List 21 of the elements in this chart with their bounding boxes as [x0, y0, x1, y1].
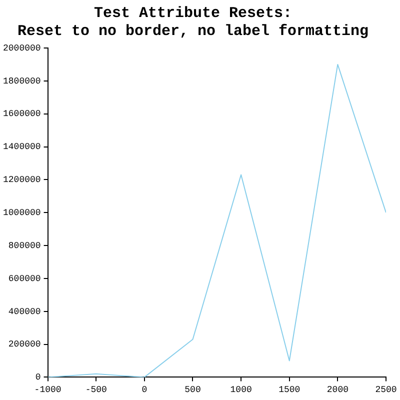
x-tick-label: 500 [184, 384, 201, 395]
x-tick-label: 1000 [230, 384, 252, 395]
chart-title: Test Attribute Resets: [94, 4, 292, 22]
x-tick-label: -500 [85, 384, 107, 395]
x-tick-label: -1000 [34, 384, 62, 395]
y-tick-label: 800000 [8, 240, 41, 251]
y-tick-label: 0 [35, 372, 41, 383]
y-tick-label: 1600000 [2, 109, 41, 120]
x-tick-label: 2000 [326, 384, 348, 395]
y-tick-label: 400000 [8, 306, 41, 317]
x-tick-label: 2500 [375, 384, 397, 395]
y-tick-label: 1200000 [2, 175, 41, 186]
y-tick-label: 1400000 [2, 142, 41, 152]
x-tick-label: 0 [142, 384, 148, 395]
y-tick-label: 200000 [8, 340, 41, 350]
y-tick-label: 1000000 [2, 208, 41, 218]
x-tick-label: 1500 [278, 384, 300, 395]
y-tick-label: 2000000 [2, 43, 41, 54]
y-tick-label: 600000 [8, 274, 41, 284]
y-tick-label: 1800000 [2, 76, 41, 86]
chart-subtitle: Reset to no border, no label formatting [17, 22, 369, 40]
